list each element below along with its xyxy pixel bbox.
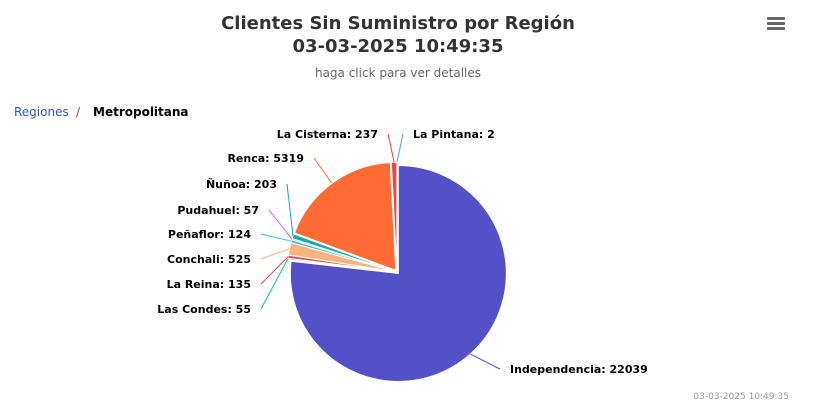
data-label-renca: Renca: 5319 <box>227 152 304 165</box>
pie-slice-independencia[interactable] <box>289 164 507 382</box>
connector-penaflor <box>260 233 292 242</box>
chart-title: Clientes Sin Suministro por Región <box>221 13 575 34</box>
connector-independencia <box>470 353 501 370</box>
data-label-nunoa: Ñuñoa: 203 <box>206 178 277 191</box>
connector-la-cisterna <box>387 133 395 163</box>
data-label-la-reina: La Reina: 135 <box>167 278 251 291</box>
connector-nunoa <box>286 183 294 237</box>
chart-subtitle: haga click para ver detalles <box>315 66 481 80</box>
connector-la-reina <box>260 256 289 285</box>
hamburger-menu-icon[interactable] <box>760 10 786 36</box>
pie-slice-renca[interactable] <box>293 162 397 272</box>
data-label-pudahuel: Pudahuel: 57 <box>177 204 259 217</box>
breadcrumb-regiones-link[interactable]: Regiones <box>14 105 69 119</box>
data-label-conchali: Conchali: 525 <box>167 253 251 266</box>
pie-data-labels: Independencia: 22039 Las Condes: 55 La Rei… <box>157 128 648 376</box>
connector-las-condes <box>260 258 289 310</box>
breadcrumb: Regiones / Metropolitana <box>14 105 189 119</box>
connector-la-pintana <box>396 133 404 163</box>
breadcrumb-current: Metropolitana <box>93 105 189 119</box>
data-label-la-pintana: La Pintana: 2 <box>413 128 495 141</box>
chart-title-timestamp: 03-03-2025 10:49:35 <box>293 36 504 57</box>
data-label-independencia: Independencia: 22039 <box>510 363 648 376</box>
credits-timestamp: 03-03-2025 10:49:35 <box>693 392 789 402</box>
pie-slices <box>287 161 507 382</box>
data-label-penaflor: Peñaflor: 124 <box>168 228 251 241</box>
data-label-la-cisterna: La Cisterna: 237 <box>277 128 378 141</box>
connector-pudahuel <box>268 209 293 240</box>
data-label-las-condes: Las Condes: 55 <box>157 303 251 316</box>
connector-conchali <box>260 248 290 260</box>
connector-renca <box>313 157 333 184</box>
breadcrumb-separator: / <box>76 105 81 119</box>
